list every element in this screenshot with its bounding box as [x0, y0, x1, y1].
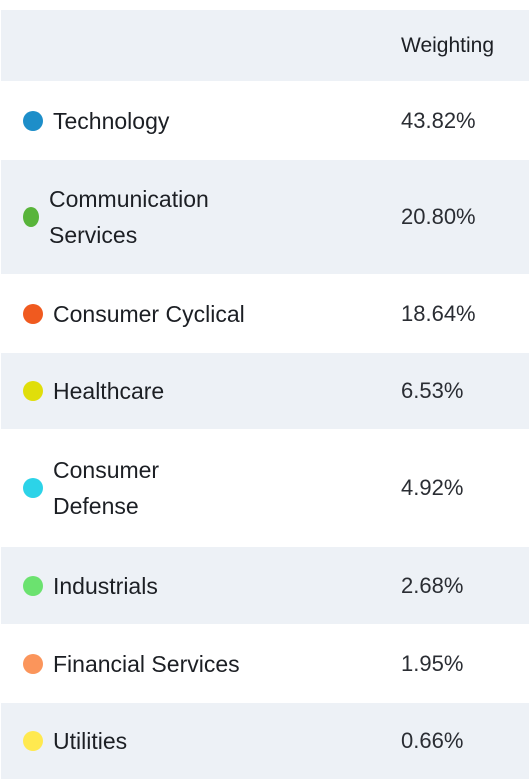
table-row: Utilities 0.66% [1, 703, 529, 780]
sector-weight: 20.80% [401, 204, 476, 229]
sector-weight: 6.53% [401, 378, 464, 403]
sector-name: Utilities [53, 728, 128, 754]
sector-weight: 0.66% [401, 728, 464, 753]
sector-color-dot-icon [23, 653, 43, 674]
table-row: Communication Services 20.80% [1, 160, 529, 275]
sector-color-dot-icon [23, 731, 43, 751]
table-row: Healthcare 6.53% [1, 353, 529, 430]
table-row: Technology 43.82% [1, 82, 529, 160]
sector-weight: 18.64% [401, 300, 476, 326]
sector-color-dot-icon [23, 381, 43, 401]
sector-color-dot-icon [23, 207, 39, 227]
sector-name: Consumer Cyclical [53, 300, 245, 327]
sector-color-dot-icon [23, 110, 43, 131]
sector-name: Healthcare [53, 378, 165, 404]
sector-weight: 4.92% [401, 475, 464, 500]
sector-weight: 2.68% [401, 572, 464, 598]
sector-color-dot-icon [23, 303, 43, 324]
sector-weight: 1.95% [401, 650, 464, 676]
sector-name: Industrials [53, 572, 158, 599]
table-header-row: Weighting [1, 10, 529, 82]
weighting-column-header: Weighting [401, 33, 495, 57]
sector-color-dot-icon [23, 478, 43, 498]
table-row: Consumer Cyclical 18.64% [1, 275, 529, 353]
sector-name: Financial Services [53, 650, 240, 677]
sector-weighting-table: Weighting Technology 43.82% Communicatio… [1, 10, 529, 780]
table-row: Industrials 2.68% [1, 547, 529, 625]
sector-name: Consumer Defense [53, 457, 160, 519]
sector-color-dot-icon [23, 575, 43, 596]
sector-weight: 43.82% [401, 107, 476, 133]
table-row: Financial Services 1.95% [1, 625, 529, 703]
sector-name: Communication Services [49, 186, 209, 248]
table-row: Consumer Defense 4.92% [1, 430, 529, 547]
sector-name: Technology [53, 107, 170, 134]
